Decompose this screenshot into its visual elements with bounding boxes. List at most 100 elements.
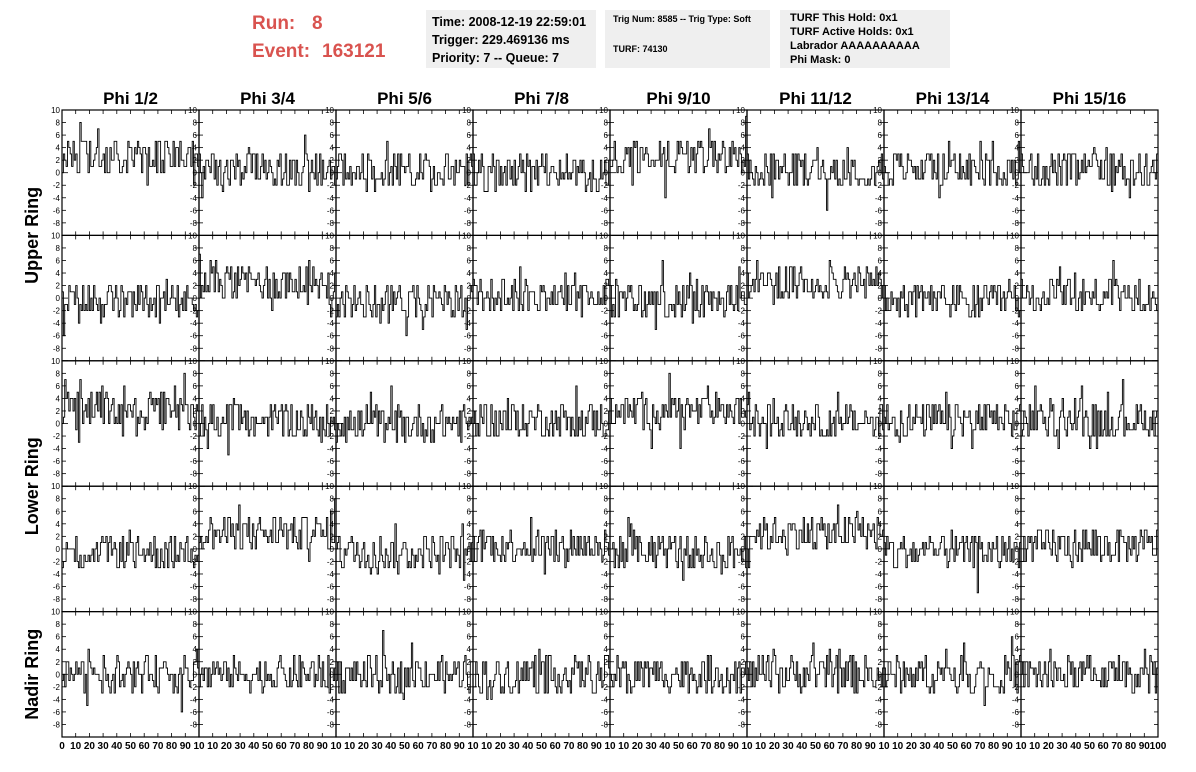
y-tick-label: -4: [464, 695, 472, 704]
y-tick-label: 10: [188, 608, 197, 617]
y-tick-label: 10: [51, 608, 60, 617]
y-tick-label: 8: [741, 369, 746, 378]
x-tick-label: 10: [330, 741, 342, 752]
y-tick-label: -2: [464, 307, 472, 316]
priority-line: Priority: 7 -- Queue: 7: [432, 51, 560, 65]
y-tick-label: 4: [467, 269, 472, 278]
y-tick-label: 10: [325, 357, 334, 366]
y-tick-label: -4: [327, 194, 335, 203]
y-tick-label: -4: [875, 695, 883, 704]
y-tick-label: -4: [327, 570, 335, 579]
y-tick-label: 2: [330, 156, 335, 165]
y-tick-label: -6: [327, 708, 335, 717]
y-tick-label: 4: [604, 394, 609, 403]
x-tick-label: 40: [659, 741, 671, 752]
y-tick-label: -4: [327, 445, 335, 454]
y-tick-label: 8: [604, 495, 609, 504]
y-tick-label: 4: [1015, 144, 1020, 153]
y-tick-label: -8: [53, 720, 61, 729]
y-tick-label: 4: [1015, 645, 1020, 654]
y-tick-label: 2: [193, 407, 198, 416]
y-tick-label: -8: [464, 595, 472, 604]
waveform-series: [336, 629, 473, 700]
x-tick-label: 10: [604, 741, 616, 752]
y-tick-label: 2: [878, 407, 883, 416]
x-tick-label: 20: [84, 741, 96, 752]
y-tick-label: -2: [190, 683, 198, 692]
y-tick-label: 2: [467, 407, 472, 416]
y-tick-label: -6: [327, 583, 335, 592]
x-tick-label: 90: [865, 741, 877, 752]
waveform-series: [473, 385, 610, 437]
y-tick-label: 10: [188, 106, 197, 115]
y-tick-label: -2: [601, 432, 609, 441]
y-tick-label: 0: [56, 670, 61, 679]
y-tick-label: 6: [878, 131, 883, 140]
y-tick-label: -4: [327, 319, 335, 328]
y-tick-label: 4: [604, 520, 609, 529]
y-tick-label: -8: [738, 470, 746, 479]
y-tick-label: -8: [190, 595, 198, 604]
y-tick-label: 6: [193, 131, 198, 140]
y-tick-label: 2: [56, 658, 61, 667]
x-tick-label: 20: [906, 741, 918, 752]
y-tick-label: 8: [193, 244, 198, 253]
x-tick-label: 90: [1139, 741, 1151, 752]
y-tick-label: 0: [193, 294, 198, 303]
y-tick-label: 0: [604, 169, 609, 178]
y-tick-label: 6: [1015, 131, 1020, 140]
y-tick-label: -2: [1012, 307, 1020, 316]
y-tick-label: 4: [878, 269, 883, 278]
y-tick-label: -4: [53, 319, 61, 328]
y-tick-label: -6: [601, 206, 609, 215]
x-tick-label: 40: [1070, 741, 1082, 752]
x-tick-label: 50: [399, 741, 411, 752]
y-tick-label: -4: [601, 319, 609, 328]
y-tick-label: -4: [53, 194, 61, 203]
y-tick-label: 8: [1015, 369, 1020, 378]
y-tick-label: 10: [51, 231, 60, 240]
y-tick-label: 0: [1015, 294, 1020, 303]
y-tick-label: -8: [875, 595, 883, 604]
y-tick-label: -8: [1012, 470, 1020, 479]
y-tick-label: 10: [736, 482, 745, 491]
time-line: Time: 2008-12-19 22:59:01: [432, 15, 587, 29]
y-tick-label: -2: [53, 557, 61, 566]
y-tick-label: 10: [1010, 608, 1019, 617]
y-tick-label: 8: [1015, 119, 1020, 128]
y-tick-label: 4: [467, 645, 472, 654]
column-title: Phi 9/10: [646, 89, 710, 108]
y-tick-label: -2: [53, 683, 61, 692]
y-tick-label: 0: [56, 545, 61, 554]
y-tick-label: 2: [193, 658, 198, 667]
y-tick-label: 8: [56, 244, 61, 253]
y-tick-label: -6: [738, 332, 746, 341]
x-tick-label: 80: [577, 741, 589, 752]
y-tick-label: 8: [1015, 620, 1020, 629]
y-tick-label: 4: [193, 144, 198, 153]
x-tick-label: 20: [358, 741, 370, 752]
y-tick-label: 10: [736, 231, 745, 240]
y-tick-label: 0: [878, 670, 883, 679]
y-tick-label: 10: [51, 357, 60, 366]
y-tick-label: 0: [604, 670, 609, 679]
y-tick-label: 6: [604, 507, 609, 516]
y-tick-label: -4: [738, 319, 746, 328]
y-tick-label: -6: [53, 457, 61, 466]
y-tick-label: -2: [738, 432, 746, 441]
y-tick-label: -6: [464, 332, 472, 341]
y-tick-label: -2: [464, 181, 472, 190]
waveform-series: [1021, 648, 1158, 694]
y-tick-label: 4: [604, 645, 609, 654]
x-tick-label: 10: [193, 741, 205, 752]
y-tick-label: 4: [1015, 394, 1020, 403]
y-tick-label: 0: [741, 294, 746, 303]
event-row: Event: 163121: [252, 38, 385, 66]
y-tick-label: 2: [56, 407, 61, 416]
y-tick-label: -4: [190, 445, 198, 454]
x-tick-label: 10: [878, 741, 890, 752]
y-tick-label: -2: [464, 432, 472, 441]
y-tick-label: 8: [330, 495, 335, 504]
y-tick-label: -8: [601, 720, 609, 729]
y-tick-label: -6: [464, 583, 472, 592]
